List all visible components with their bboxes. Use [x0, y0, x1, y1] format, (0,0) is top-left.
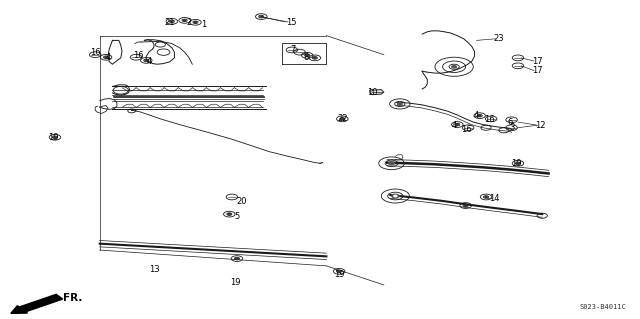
Text: 10: 10 [367, 88, 378, 97]
Polygon shape [370, 90, 384, 95]
Circle shape [306, 55, 308, 56]
Text: 20: 20 [237, 197, 247, 206]
Text: 17: 17 [532, 56, 543, 65]
Text: 16: 16 [461, 125, 472, 134]
Text: 19: 19 [230, 278, 241, 287]
Text: 6: 6 [508, 117, 513, 127]
Circle shape [394, 195, 397, 197]
Circle shape [479, 115, 481, 116]
Circle shape [456, 124, 458, 125]
Text: 17: 17 [532, 66, 543, 75]
Circle shape [195, 22, 196, 23]
Text: 19: 19 [511, 159, 522, 168]
Circle shape [397, 103, 402, 105]
FancyArrow shape [11, 294, 63, 313]
Circle shape [338, 271, 340, 272]
Text: 19: 19 [334, 270, 344, 279]
Circle shape [260, 16, 262, 17]
Circle shape [184, 20, 186, 21]
Circle shape [465, 205, 467, 206]
Circle shape [145, 60, 147, 61]
Text: 16: 16 [90, 48, 100, 57]
Text: 5: 5 [234, 211, 239, 220]
Text: S023-B4011C: S023-B4011C [580, 304, 627, 310]
Text: 2: 2 [186, 19, 192, 27]
Text: 4: 4 [106, 53, 111, 62]
Text: 3: 3 [509, 123, 515, 132]
Text: 16: 16 [484, 115, 495, 124]
Circle shape [452, 66, 456, 68]
Text: 12: 12 [535, 121, 545, 130]
Circle shape [517, 163, 519, 164]
Text: 21: 21 [164, 19, 175, 27]
Text: 4: 4 [146, 56, 152, 65]
Text: FR.: FR. [63, 293, 83, 303]
Circle shape [388, 162, 394, 165]
Circle shape [228, 213, 230, 215]
Circle shape [105, 57, 108, 58]
Text: 4: 4 [474, 111, 479, 120]
Circle shape [54, 137, 56, 138]
Circle shape [171, 21, 173, 22]
Circle shape [236, 258, 238, 259]
Text: 14: 14 [489, 194, 500, 203]
Circle shape [392, 194, 399, 198]
Text: 22: 22 [337, 114, 348, 123]
Text: 7: 7 [290, 45, 295, 55]
Text: 19: 19 [48, 133, 58, 142]
Text: 4: 4 [451, 121, 457, 130]
Text: 23: 23 [493, 34, 504, 43]
Circle shape [341, 118, 344, 119]
Text: 15: 15 [286, 18, 296, 27]
Circle shape [314, 57, 316, 58]
Text: 1: 1 [201, 20, 206, 29]
Text: 8: 8 [303, 53, 308, 62]
Text: 13: 13 [148, 264, 159, 274]
Text: 16: 16 [132, 51, 143, 60]
